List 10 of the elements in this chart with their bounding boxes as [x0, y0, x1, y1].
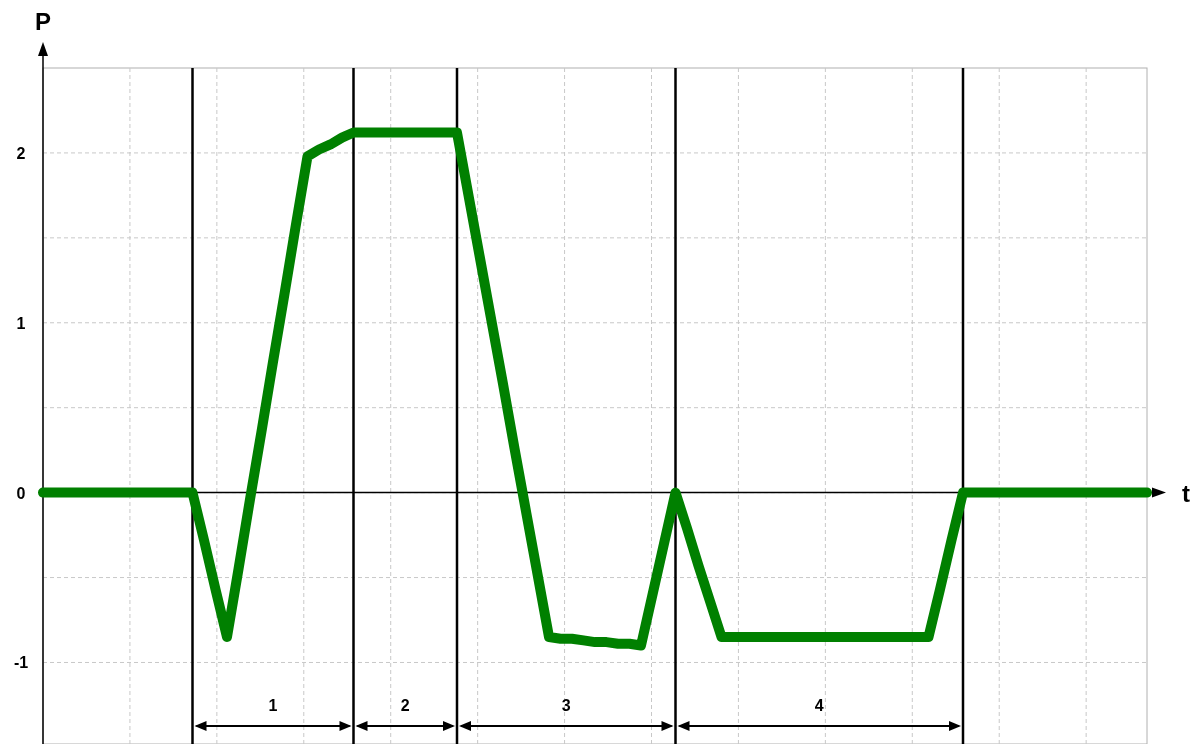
- annotation: 4: [814, 697, 824, 714]
- x-axis-title: t: [1182, 479, 1190, 507]
- y-tick-label: 0: [16, 484, 26, 502]
- y-tick-label: 1: [16, 314, 26, 332]
- annotation: 3: [561, 697, 571, 714]
- y-axis-title: P: [34, 8, 52, 35]
- y-tick-label: -1: [13, 654, 29, 672]
- annotation: 1: [268, 697, 278, 714]
- annotation: 2: [400, 697, 410, 714]
- y-tick-label: 2: [16, 144, 26, 162]
